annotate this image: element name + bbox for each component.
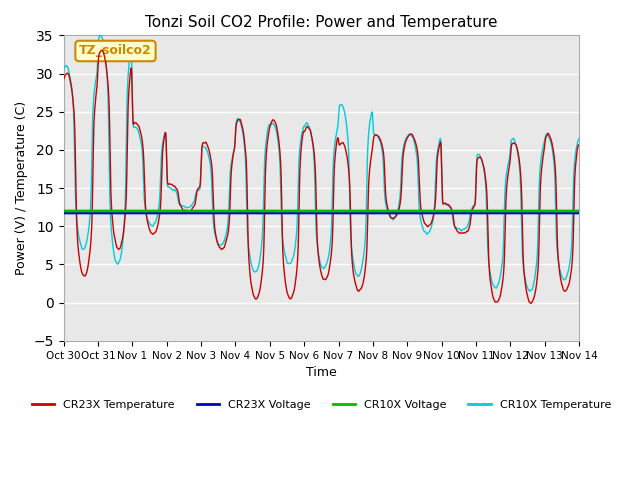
Text: TZ_soilco2: TZ_soilco2 — [79, 45, 152, 58]
Title: Tonzi Soil CO2 Profile: Power and Temperature: Tonzi Soil CO2 Profile: Power and Temper… — [145, 15, 497, 30]
Legend: CR23X Temperature, CR23X Voltage, CR10X Voltage, CR10X Temperature: CR23X Temperature, CR23X Voltage, CR10X … — [28, 396, 615, 415]
X-axis label: Time: Time — [306, 366, 337, 379]
Y-axis label: Power (V) / Temperature (C): Power (V) / Temperature (C) — [15, 101, 28, 275]
